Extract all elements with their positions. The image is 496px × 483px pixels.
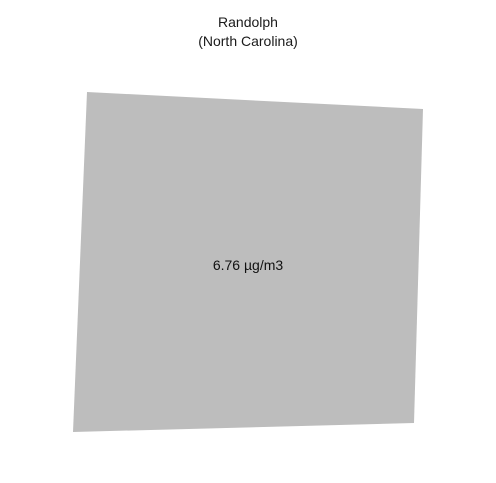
county-polygon-randolph [73, 92, 423, 432]
map-subtitle: (North Carolina) [198, 33, 298, 49]
map-title: Randolph [218, 14, 278, 30]
county-value-label: 6.76 µg/m3 [212, 257, 284, 273]
